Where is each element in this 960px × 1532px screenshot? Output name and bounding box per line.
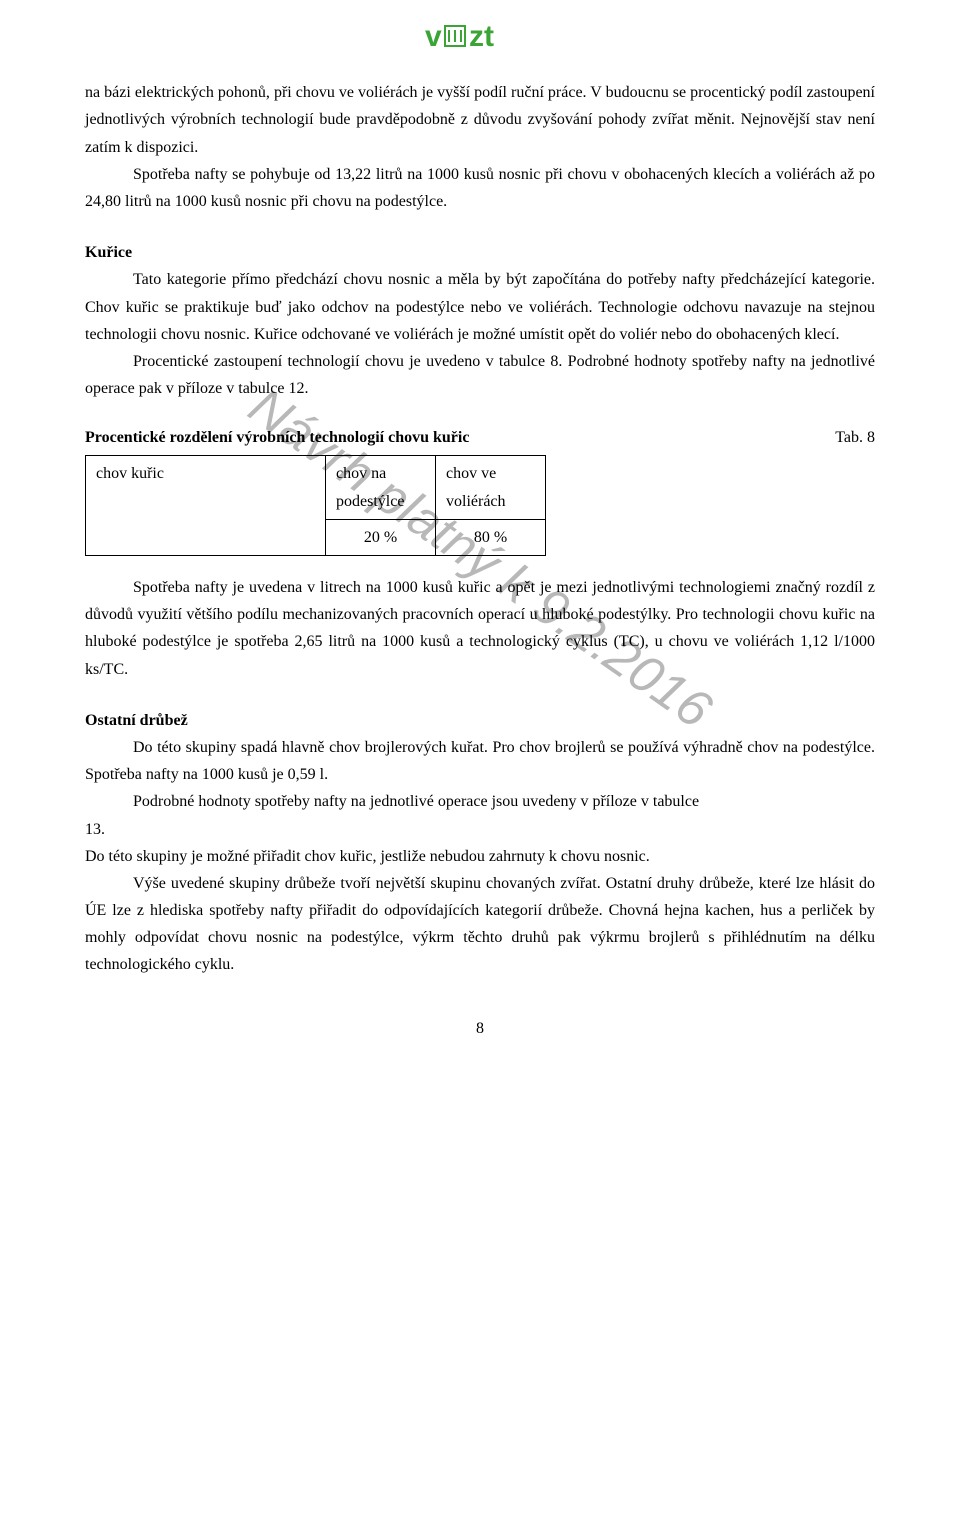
svg-text:v: v (425, 20, 442, 52)
paragraph-7b: 13. (85, 816, 875, 843)
paragraph-1: na bázi elektrických pohonů, při chovu v… (85, 79, 875, 161)
table-col1-header: chov na podestýlce (326, 456, 436, 519)
paragraph-8: Do této skupiny je možné přiřadit chov k… (85, 843, 875, 870)
technology-table: chov kuřic chov na podestýlce chov ve vo… (85, 455, 546, 556)
paragraph-2: Spotřeba nafty se pohybuje od 13,22 litr… (85, 161, 875, 215)
table-col2-value: 80 % (436, 519, 546, 555)
table-title: Procentické rozdělení výrobních technolo… (85, 424, 469, 451)
table-col1-value: 20 % (326, 519, 436, 555)
paragraph-5: Spotřeba nafty je uvedena v litrech na 1… (85, 574, 875, 683)
heading-kurice: Kuřice (85, 239, 875, 266)
heading-ostatni: Ostatní drůbež (85, 707, 875, 734)
paragraph-3: Tato kategorie přímo předchází chovu nos… (85, 266, 875, 348)
paragraph-6: Do této skupiny spadá hlavně chov brojle… (85, 734, 875, 788)
table-col2-header: chov ve voliérách (436, 456, 546, 519)
paragraph-7a: Podrobné hodnoty spotřeby nafty na jedno… (85, 788, 875, 815)
table-number: Tab. 8 (835, 424, 875, 451)
table-row-label: chov kuřic (86, 456, 326, 556)
paragraph-9: Výše uvedené skupiny drůbeže tvoří nejvě… (85, 870, 875, 979)
svg-text:zt: zt (469, 20, 494, 52)
table-row: chov kuřic chov na podestýlce chov ve vo… (86, 456, 546, 519)
paragraph-4: Procentické zastoupení technologií chovu… (85, 348, 875, 402)
logo: v zt (85, 20, 875, 61)
page-number: 8 (85, 1015, 875, 1042)
